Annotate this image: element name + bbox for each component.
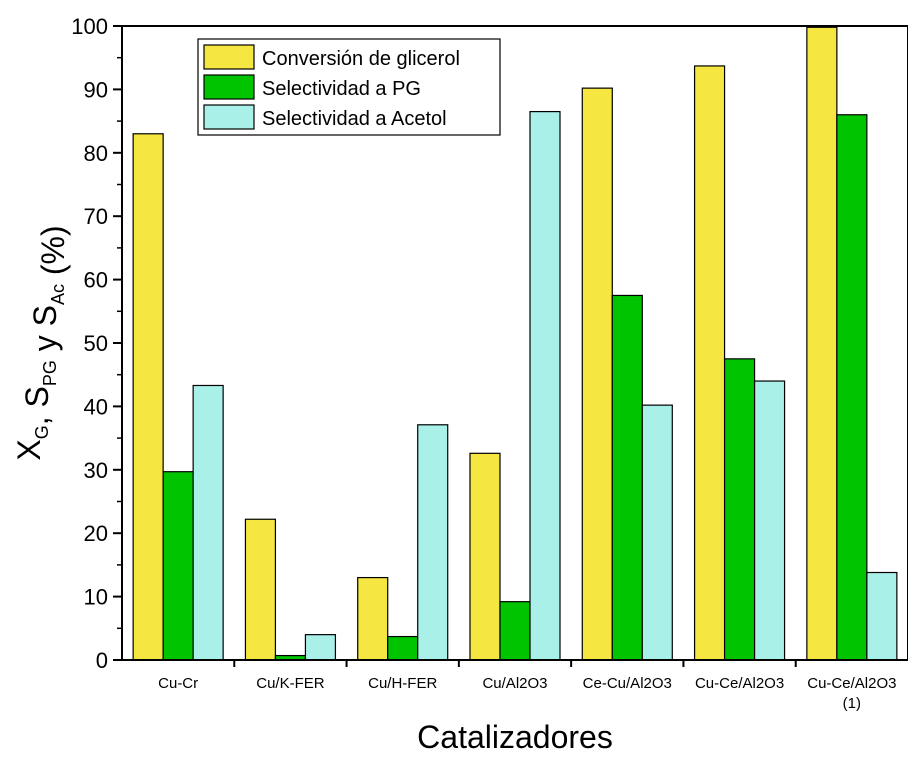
bar-1-5 <box>581 87 613 661</box>
x-tick-label: Cu/K-FER <box>256 675 325 692</box>
y-axis-title: XG, SPG y SAc (%) <box>11 225 71 460</box>
bar-2-5 <box>611 294 643 661</box>
bar-3-3 <box>417 424 449 661</box>
y-tick-label: 30 <box>84 458 108 483</box>
bars-group <box>132 26 898 661</box>
x-tick-label: Ce-Cu/Al2O3 <box>583 675 672 692</box>
bar-3-7 <box>866 571 898 661</box>
legend-swatch <box>203 104 255 130</box>
bar-1-1 <box>132 133 164 661</box>
y-tick-label: 10 <box>84 585 108 610</box>
bar-2-7 <box>836 114 868 661</box>
bar-2-1 <box>162 471 194 661</box>
y-tick-label: 60 <box>84 268 108 293</box>
legend-swatch <box>203 74 255 100</box>
legend-label: Selectividad a PG <box>262 78 421 100</box>
legend-swatch <box>203 44 255 70</box>
y-tick-label: 80 <box>84 141 108 166</box>
bar-1-4 <box>469 452 501 661</box>
x-axis: Cu-Cr Cu/K-FER Cu/H-FER Cu/Al2O3 Ce-Cu/Al2O3… <box>158 660 896 712</box>
bar-3-6 <box>753 380 786 661</box>
y-tick-label: 20 <box>84 521 108 546</box>
bar-2-4 <box>499 601 531 661</box>
x-tick-label: Cu-Ce/Al2O3 <box>807 675 896 692</box>
x-tick-note: (1) <box>843 695 861 712</box>
bar-1-6 <box>693 65 726 661</box>
bar-2-6 <box>723 358 756 661</box>
bar-1-3 <box>357 576 389 661</box>
legend: Conversión de glicerol Selectividad a PG S… <box>197 38 501 136</box>
bar-3-2 <box>304 634 337 661</box>
x-tick-label: Cu-Cr <box>158 675 198 692</box>
y-tick-label: 70 <box>84 204 108 229</box>
y-tick-label: 40 <box>84 394 108 419</box>
y-tick-label: 0 <box>96 648 108 673</box>
y-tick-label: 100 <box>71 14 108 39</box>
x-tick-label: Cu-Ce/Al2O3 <box>695 675 784 692</box>
bar-1-2 <box>244 518 277 661</box>
x-axis-title: Catalizadores <box>417 719 613 755</box>
bar-3-5 <box>641 404 673 661</box>
x-tick-label: Cu/H-FER <box>368 675 437 692</box>
legend-label: Conversión de glicerol <box>262 48 460 70</box>
y-axis: 0 10 20 30 40 50 60 70 80 90 100 <box>71 14 122 673</box>
plot-frame <box>121 25 908 661</box>
bar-3-4 <box>529 110 561 661</box>
bar-1-7 <box>806 26 838 661</box>
y-tick-label: 90 <box>84 77 108 102</box>
legend-label: Selectividad a Acetol <box>262 108 447 130</box>
y-tick-label: 50 <box>84 331 108 356</box>
bar-2-3 <box>387 635 419 661</box>
x-tick-label: Cu/Al2O3 <box>482 675 547 692</box>
bar-3-1 <box>192 384 224 661</box>
